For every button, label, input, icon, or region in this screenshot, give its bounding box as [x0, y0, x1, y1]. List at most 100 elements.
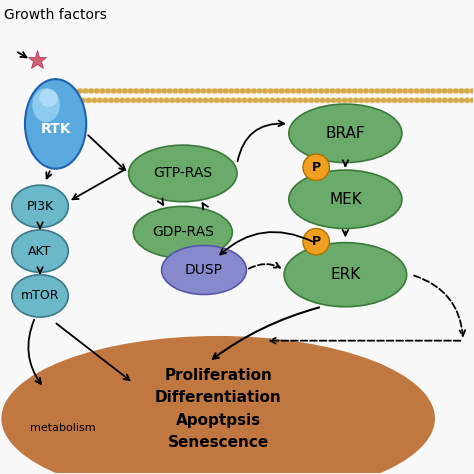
Ellipse shape: [307, 88, 313, 93]
Ellipse shape: [122, 88, 128, 93]
Ellipse shape: [162, 246, 246, 294]
Ellipse shape: [335, 88, 341, 93]
Ellipse shape: [408, 88, 414, 93]
Text: BRAF: BRAF: [326, 126, 365, 141]
Ellipse shape: [251, 88, 257, 93]
Ellipse shape: [110, 88, 117, 93]
Ellipse shape: [239, 88, 246, 93]
Ellipse shape: [197, 98, 203, 103]
Ellipse shape: [1, 336, 435, 474]
Ellipse shape: [202, 98, 209, 103]
Ellipse shape: [424, 88, 431, 93]
Ellipse shape: [346, 88, 353, 93]
Ellipse shape: [425, 98, 431, 103]
Ellipse shape: [130, 98, 137, 103]
Ellipse shape: [155, 88, 162, 93]
Ellipse shape: [97, 98, 103, 103]
Ellipse shape: [217, 88, 224, 93]
Ellipse shape: [138, 88, 145, 93]
Ellipse shape: [447, 88, 454, 93]
Ellipse shape: [234, 88, 240, 93]
Ellipse shape: [375, 98, 382, 103]
Text: DUSP: DUSP: [185, 263, 223, 277]
Ellipse shape: [12, 275, 68, 317]
Ellipse shape: [91, 98, 98, 103]
Ellipse shape: [364, 98, 370, 103]
Ellipse shape: [206, 88, 212, 93]
Ellipse shape: [144, 88, 151, 93]
Ellipse shape: [363, 88, 369, 93]
Ellipse shape: [402, 98, 409, 103]
Ellipse shape: [211, 88, 218, 93]
Ellipse shape: [82, 88, 89, 93]
Ellipse shape: [12, 185, 68, 228]
Ellipse shape: [119, 98, 126, 103]
Ellipse shape: [341, 98, 348, 103]
Ellipse shape: [183, 88, 190, 93]
Ellipse shape: [419, 98, 426, 103]
Ellipse shape: [279, 88, 285, 93]
Text: metabolism: metabolism: [30, 423, 95, 433]
Ellipse shape: [391, 88, 397, 93]
Ellipse shape: [262, 88, 268, 93]
Ellipse shape: [397, 98, 403, 103]
Ellipse shape: [441, 98, 448, 103]
Ellipse shape: [180, 98, 187, 103]
Ellipse shape: [158, 98, 164, 103]
Ellipse shape: [385, 88, 392, 93]
Ellipse shape: [380, 88, 386, 93]
Ellipse shape: [71, 88, 78, 93]
Ellipse shape: [223, 88, 229, 93]
Ellipse shape: [368, 88, 375, 93]
Ellipse shape: [74, 98, 81, 103]
Ellipse shape: [357, 88, 364, 93]
Text: AKT: AKT: [28, 245, 52, 258]
Ellipse shape: [256, 88, 263, 93]
Ellipse shape: [133, 206, 232, 258]
Ellipse shape: [402, 88, 409, 93]
Ellipse shape: [39, 89, 58, 107]
Text: P: P: [311, 235, 321, 248]
Ellipse shape: [141, 98, 148, 103]
Ellipse shape: [290, 88, 296, 93]
Ellipse shape: [319, 98, 326, 103]
Ellipse shape: [99, 88, 106, 93]
Ellipse shape: [308, 98, 315, 103]
Ellipse shape: [241, 98, 248, 103]
Ellipse shape: [147, 98, 153, 103]
Ellipse shape: [408, 98, 415, 103]
Ellipse shape: [414, 98, 420, 103]
Ellipse shape: [469, 98, 474, 103]
Ellipse shape: [228, 88, 235, 93]
Ellipse shape: [236, 98, 242, 103]
Ellipse shape: [274, 98, 281, 103]
Ellipse shape: [292, 98, 298, 103]
Ellipse shape: [113, 98, 120, 103]
Ellipse shape: [133, 88, 139, 93]
Ellipse shape: [436, 98, 443, 103]
Ellipse shape: [323, 88, 330, 93]
Ellipse shape: [430, 88, 437, 93]
Ellipse shape: [430, 98, 437, 103]
Text: mTOR: mTOR: [21, 290, 59, 302]
Ellipse shape: [314, 98, 320, 103]
Ellipse shape: [219, 98, 226, 103]
Ellipse shape: [136, 98, 142, 103]
Text: P: P: [311, 161, 321, 174]
Ellipse shape: [352, 88, 358, 93]
Ellipse shape: [169, 98, 175, 103]
Ellipse shape: [297, 98, 303, 103]
Ellipse shape: [150, 88, 156, 93]
Ellipse shape: [93, 88, 100, 93]
Ellipse shape: [286, 98, 292, 103]
Ellipse shape: [225, 98, 231, 103]
Ellipse shape: [392, 98, 398, 103]
Ellipse shape: [164, 98, 170, 103]
Ellipse shape: [213, 98, 220, 103]
Ellipse shape: [174, 98, 181, 103]
Text: RTK: RTK: [40, 122, 71, 136]
Ellipse shape: [88, 88, 94, 93]
Ellipse shape: [267, 88, 274, 93]
Text: Growth factors: Growth factors: [4, 9, 107, 22]
Ellipse shape: [105, 88, 111, 93]
